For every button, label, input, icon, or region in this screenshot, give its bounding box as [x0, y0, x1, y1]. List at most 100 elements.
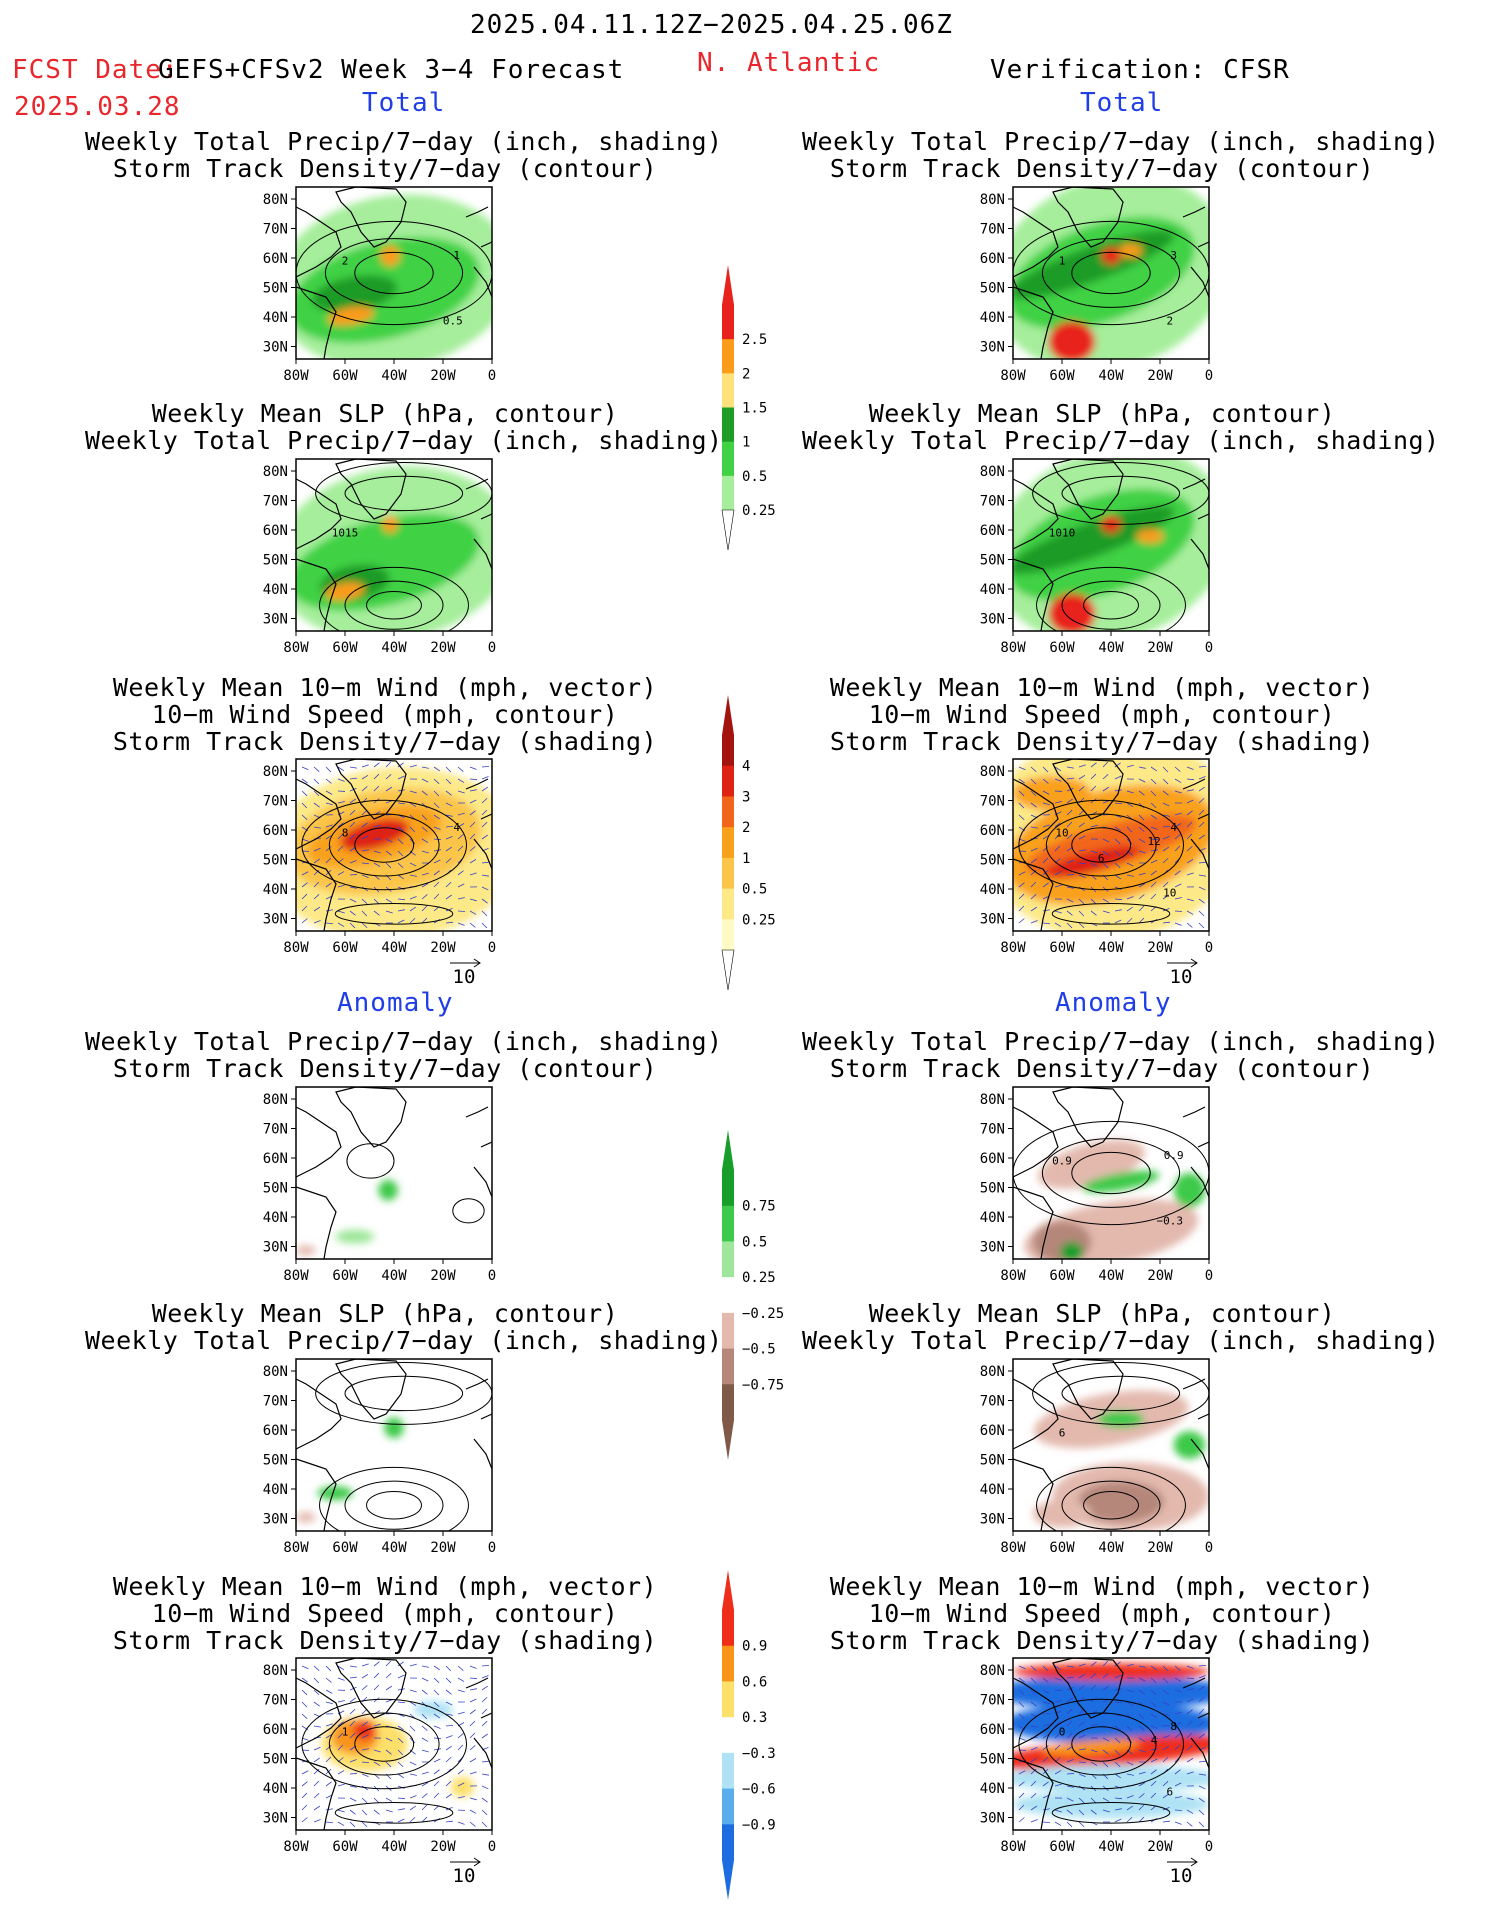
shading-region	[413, 1701, 453, 1719]
colorbar-segment	[722, 919, 734, 951]
shading-region	[1013, 1764, 1209, 1793]
colorbar-segment	[722, 441, 734, 477]
contour-lines	[301, 799, 468, 925]
lon-tick-label: 20W	[1147, 940, 1173, 956]
colorbar-segment	[722, 1277, 734, 1314]
lat-tick-label: 70N	[263, 1693, 288, 1709]
lon-tick-label: 20W	[1147, 640, 1173, 656]
colorbar-segment	[722, 765, 734, 797]
panel-title-line: Weekly Mean SLP (hPa, contour)	[868, 1299, 1336, 1328]
panel-title-line: Weekly Mean 10−m Wind (mph, vector)	[112, 673, 658, 702]
lat-tick-label: 60N	[980, 1423, 1005, 1439]
lon-tick-label: 80W	[1000, 1839, 1026, 1855]
fcst-date: 2025.03.28	[14, 92, 181, 122]
colorbar-label: 2.5	[742, 332, 767, 348]
lon-tick-label: 20W	[430, 940, 456, 956]
lon-tick-label: 80W	[1000, 1268, 1026, 1284]
lat-tick-label: 30N	[980, 912, 1005, 928]
lat-tick-label: 60N	[980, 251, 1005, 267]
colorbar-segment	[722, 1824, 734, 1861]
lat-tick-label: 60N	[263, 1722, 288, 1738]
coastline	[296, 187, 492, 359]
lon-tick-label: 40W	[381, 940, 407, 956]
shading-region	[378, 1179, 398, 1201]
contour-lines	[1013, 220, 1209, 326]
shading-region	[296, 1245, 316, 1256]
panel-title-line: Weekly Total Precip/7−day (inch, shading…	[802, 1326, 1440, 1355]
lat-tick-label: 50N	[263, 1453, 288, 1469]
colorbar-label: 0.3	[742, 1710, 767, 1726]
colorbar-tip	[722, 695, 734, 735]
colorbar-segment	[722, 796, 734, 828]
colorbar-label: 2	[742, 366, 750, 382]
colorbar-segment	[722, 1645, 734, 1682]
contour-lines	[1013, 1120, 1209, 1226]
colorbar-label: −0.6	[742, 1782, 776, 1798]
lat-tick-label: 70N	[263, 1394, 288, 1410]
lon-tick-label: 60W	[332, 1839, 358, 1855]
contour-label: 10	[1163, 887, 1176, 900]
forecast-anom-precip-storm-map: 80N 70N 60N 50N 40N 30N 80W 60W 40W 20W 0	[236, 1077, 512, 1293]
contour-lines	[301, 1698, 468, 1824]
coastline	[296, 459, 492, 631]
lat-tick-label: 80N	[980, 192, 1005, 208]
shading-region	[335, 1229, 375, 1244]
lat-tick-label: 30N	[263, 912, 288, 928]
lat-tick-label: 70N	[980, 1394, 1005, 1410]
colorbar-segment	[722, 373, 734, 408]
lat-tick-label: 60N	[980, 523, 1005, 539]
lon-tick-label: 0	[488, 1839, 496, 1855]
panel-title-line: Storm Track Density/7−day (shading)	[829, 1626, 1375, 1655]
lat-tick-label: 80N	[980, 764, 1005, 780]
lat-tick-label: 70N	[263, 794, 288, 810]
colorbar-label: 4	[742, 759, 750, 775]
verification-label: Verification: CFSR	[990, 55, 1290, 85]
lon-tick-label: 60W	[1049, 368, 1075, 384]
lat-tick-label: 60N	[263, 1151, 288, 1167]
panel-title-line: Storm Track Density/7−day (shading)	[829, 727, 1375, 756]
colorbar-segment	[722, 1610, 734, 1647]
panel-title-line: 10−m Wind Speed (mph, contour)	[868, 1599, 1336, 1628]
contour-label: 1015	[332, 526, 359, 539]
verification-anom-wind-storm-map: 0 8 6 4 80N 70N 60N 50N 40N 30N 80W 60W 40W 20W 0 10	[953, 1648, 1229, 1904]
shading-region	[384, 1417, 404, 1439]
colorbar-segment	[722, 888, 734, 920]
lon-tick-label: 40W	[1098, 1268, 1124, 1284]
lon-tick-label: 80W	[283, 1268, 309, 1284]
colorbar-segment	[722, 1348, 734, 1385]
lon-tick-label: 60W	[1049, 1540, 1075, 1556]
coastline	[1013, 1087, 1209, 1259]
lon-tick-label: 20W	[1147, 1540, 1173, 1556]
lat-tick-label: 70N	[980, 1693, 1005, 1709]
colorbar-label: −0.75	[742, 1377, 784, 1393]
colorbar-segment	[722, 1752, 734, 1790]
lat-tick-label: 40N	[263, 1210, 288, 1226]
contour-label: 1	[1059, 254, 1066, 267]
lon-tick-label: 60W	[332, 940, 358, 956]
colorbar-label: 1.5	[742, 401, 767, 417]
lon-tick-label: 80W	[1000, 1540, 1026, 1556]
contour-label: 1	[342, 1725, 349, 1738]
verification-anom-slp-precip-map: 6 80N 70N 60N 50N 40N 30N 80W 60W 40W 20W 0	[953, 1349, 1229, 1565]
contour-label: −0.3	[1157, 1215, 1184, 1228]
lon-tick-label: 80W	[1000, 368, 1026, 384]
colorbar-label: −0.5	[742, 1342, 776, 1358]
colorbar-segment	[722, 1241, 734, 1278]
panel-title-line: Weekly Total Precip/7−day (inch, shading…	[802, 426, 1440, 455]
colorbar-tip	[722, 1570, 734, 1610]
lon-tick-label: 20W	[430, 1268, 456, 1284]
shading-region	[1042, 1739, 1141, 1756]
shading-region	[1013, 505, 1175, 575]
lon-tick-label: 40W	[381, 1268, 407, 1284]
shading-region	[1077, 1481, 1164, 1523]
lat-tick-label: 70N	[980, 222, 1005, 238]
lat-tick-label: 30N	[263, 1240, 288, 1256]
contour-lines	[1018, 1698, 1185, 1824]
lat-tick-label: 80N	[263, 1092, 288, 1108]
lon-tick-label: 0	[1205, 640, 1213, 656]
shading-region	[450, 1776, 475, 1798]
forecast-anom-slp-precip-map: 80N 70N 60N 50N 40N 30N 80W 60W 40W 20W 0	[236, 1349, 512, 1565]
lat-tick-label: 50N	[980, 1453, 1005, 1469]
lat-tick-label: 40N	[263, 310, 288, 326]
lat-tick-label: 50N	[263, 281, 288, 297]
